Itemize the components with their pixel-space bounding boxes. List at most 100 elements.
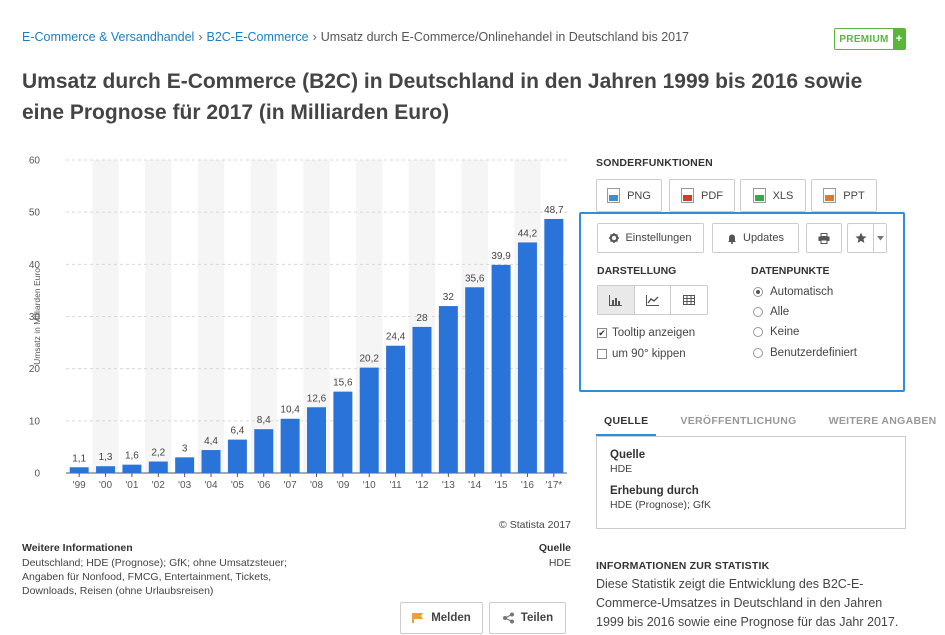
- gear-icon: [609, 233, 620, 243]
- y-tick-label: 60: [29, 156, 41, 167]
- y-tick-label: 30: [29, 312, 41, 323]
- flag-icon: [412, 613, 424, 623]
- source-box: Quelle HDE Erhebung durch HDE (Prognose)…: [596, 436, 906, 529]
- radio-alle[interactable]: Alle: [753, 306, 789, 318]
- teilen-label: Teilen: [520, 612, 554, 624]
- export-pdf-button[interactable]: PDF: [669, 179, 735, 212]
- x-tick-label: '13: [442, 480, 455, 491]
- updates-label: Updates: [743, 232, 784, 244]
- share-icon: [502, 612, 514, 624]
- y-tick-label: 40: [29, 260, 41, 271]
- y-axis-label: Umsatz in Milliarden Euro: [32, 268, 42, 365]
- png-file-icon: [607, 188, 621, 203]
- einstellungen-button[interactable]: Einstellungen: [597, 223, 704, 253]
- data-label: 8,4: [257, 415, 271, 426]
- einstellungen-label: Einstellungen: [625, 232, 692, 244]
- x-tick-label: '09: [336, 480, 349, 491]
- pdf-file-icon: [681, 188, 694, 203]
- page-title: Umsatz durch E-Commerce (B2C) in Deutsch…: [22, 70, 863, 124]
- bar: [96, 466, 116, 473]
- tooltip-label: Tooltip anzeigen: [612, 327, 696, 339]
- radio-keine[interactable]: Keine: [753, 326, 799, 338]
- bar: [307, 407, 326, 473]
- copyright[interactable]: © Statista 2017: [499, 519, 571, 531]
- updates-button[interactable]: Updates: [712, 223, 799, 253]
- print-button[interactable]: [806, 223, 842, 253]
- data-label: 39,9: [491, 251, 511, 262]
- x-tick-label: '03: [178, 480, 191, 491]
- file-band: [683, 195, 692, 201]
- radio-icon: [753, 348, 763, 358]
- png-label: PNG: [627, 189, 651, 202]
- data-label: 35,6: [465, 273, 485, 284]
- radio-label: Alle: [770, 306, 790, 318]
- tab-quelle[interactable]: QUELLE: [596, 412, 657, 436]
- chart-type-switcher: [597, 285, 708, 315]
- data-label: 1,6: [125, 451, 139, 462]
- y-tick-label: 0: [34, 469, 40, 480]
- teilen-button[interactable]: Teilen: [489, 602, 566, 634]
- tab-weitere-angaben[interactable]: WEITERE ANGABEN: [828, 415, 937, 427]
- data-label: 48,7: [544, 205, 564, 216]
- file-band: [825, 195, 835, 201]
- info-tabs: QUELLE VERÖFFENTLICHUNG WEITERE ANGABEN: [596, 412, 936, 436]
- radio-automatisch[interactable]: Automatisch: [753, 286, 833, 298]
- y-tick-label: 10: [29, 416, 41, 427]
- star-icon: [848, 224, 874, 252]
- x-tick-label: '17*: [545, 480, 562, 491]
- bell-icon: [728, 234, 736, 244]
- bar: [517, 242, 537, 473]
- tooltip-checkbox[interactable]: ✔ Tooltip anzeigen: [597, 327, 695, 339]
- source-quelle-value: HDE: [610, 463, 633, 475]
- x-tick-label: '15: [495, 480, 508, 491]
- bar: [438, 306, 458, 473]
- x-tick-label: '05: [231, 480, 244, 491]
- x-tick-label: '14: [468, 480, 481, 491]
- bar: [465, 287, 485, 473]
- print-icon: [818, 232, 830, 244]
- premium-label: PREMIUM: [839, 33, 889, 45]
- rotate-checkbox[interactable]: um 90° kippen: [597, 348, 686, 360]
- bar-chart-icon: [609, 294, 623, 306]
- data-label: 28: [416, 313, 428, 324]
- source-erhebung-heading: Erhebung durch: [610, 485, 699, 497]
- x-tick-label: '00: [99, 480, 112, 491]
- table-toggle[interactable]: [671, 286, 707, 314]
- bar: [333, 391, 353, 473]
- favorite-dropdown[interactable]: [847, 223, 887, 253]
- ppt-label: PPT: [843, 189, 865, 202]
- bar: [148, 461, 168, 473]
- bar: [227, 439, 247, 473]
- file-band: [609, 195, 619, 201]
- export-xls-button[interactable]: XLS: [740, 179, 806, 212]
- bar: [491, 264, 511, 473]
- breadcrumb-link-b2c[interactable]: B2C-E-Commerce: [206, 30, 309, 44]
- line-chart-icon: [646, 294, 659, 306]
- export-ppt-button[interactable]: PPT: [811, 179, 877, 212]
- breadcrumb-separator: ›: [312, 30, 317, 44]
- bar: [280, 418, 300, 473]
- radio-benutzerdefiniert[interactable]: Benutzerdefiniert: [753, 347, 857, 359]
- source-quelle-heading: Quelle: [610, 449, 646, 461]
- tab-veroeffentlichung[interactable]: VERÖFFENTLICHUNG: [680, 415, 797, 427]
- checkbox-icon: [597, 349, 607, 359]
- plus-icon: +: [893, 29, 905, 49]
- radio-label: Automatisch: [770, 286, 834, 298]
- bar: [386, 345, 406, 473]
- data-label: 3: [182, 443, 188, 454]
- export-png-button[interactable]: PNG: [596, 179, 662, 212]
- data-label: 4,4: [204, 436, 218, 447]
- darstellung-title: DARSTELLUNG: [597, 265, 677, 277]
- x-tick-label: '99: [73, 480, 86, 491]
- breadcrumb-link-ecommerce[interactable]: E-Commerce & Versandhandel: [22, 30, 195, 44]
- settings-panel: Einstellungen Updates DARSTELLUNG DATENP…: [579, 212, 905, 392]
- bar-chart-toggle[interactable]: [598, 286, 635, 314]
- melden-button[interactable]: Melden: [400, 602, 483, 634]
- quelle-info: Quelle HDE: [500, 541, 571, 570]
- data-label: 10,4: [280, 405, 300, 416]
- premium-badge[interactable]: PREMIUM +: [834, 28, 906, 50]
- breadcrumb: E-Commerce & Versandhandel › B2C-E-Commerc…: [22, 30, 689, 44]
- weitere-informationen-text: Deutschland; HDE (Prognose); GfK; ohne U…: [22, 557, 287, 597]
- line-chart-toggle[interactable]: [635, 286, 672, 314]
- radio-label: Keine: [770, 326, 800, 338]
